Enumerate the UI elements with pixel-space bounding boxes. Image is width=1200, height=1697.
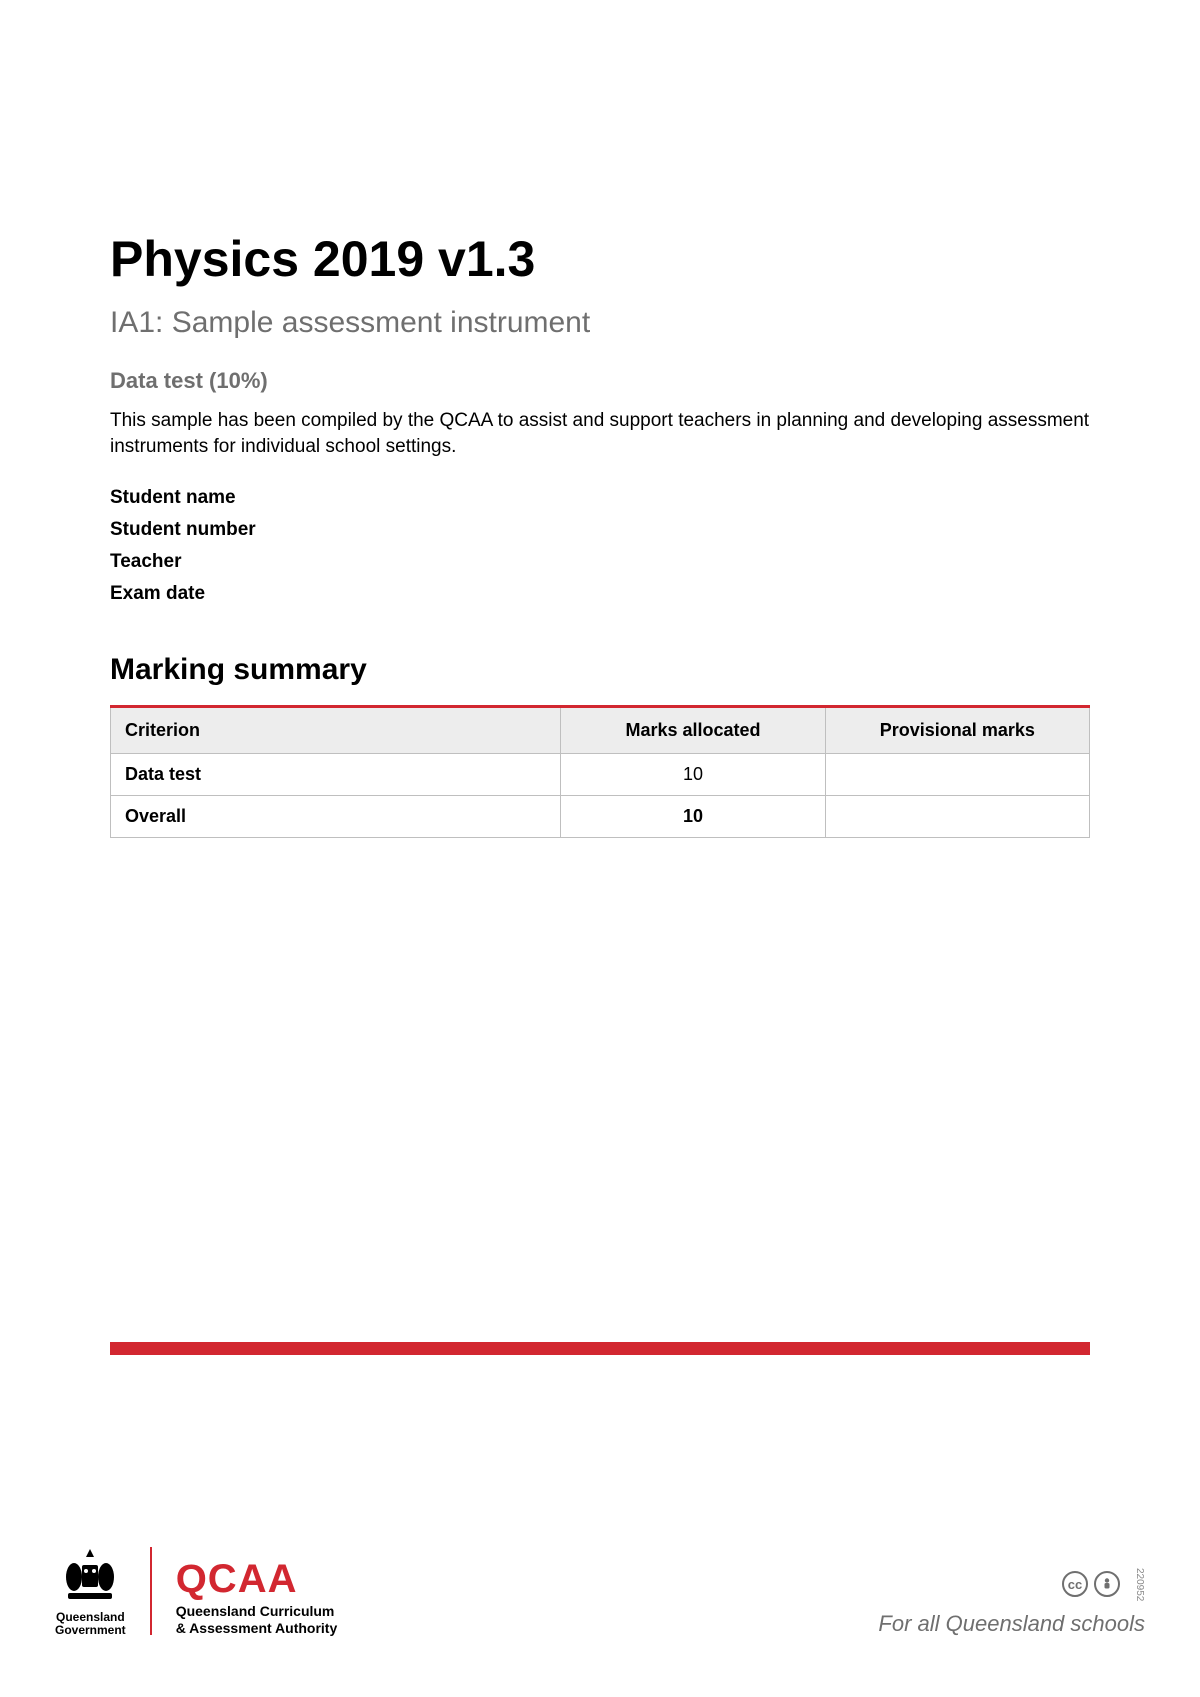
table-row: Overall 10 xyxy=(111,796,1090,838)
by-icon xyxy=(1094,1571,1120,1597)
page-footer: Queensland Government QCAA Queensland Cu… xyxy=(55,1547,1145,1637)
footer-tagline: For all Queensland schools xyxy=(878,1611,1145,1637)
document-number: 220952 xyxy=(1134,1568,1145,1601)
intro-paragraph: This sample has been compiled by the QCA… xyxy=(110,408,1090,459)
field-teacher: Teacher xyxy=(110,551,1090,573)
cc-icon: cc xyxy=(1062,1571,1088,1597)
cell-criterion: Data test xyxy=(111,754,561,796)
cell-provisional xyxy=(825,754,1089,796)
document-page: Physics 2019 v1.3 IA1: Sample assessment… xyxy=(0,0,1200,838)
qcaa-subtitle-1: Queensland Curriculum xyxy=(176,1603,338,1620)
table-header-row: Criterion Marks allocated Provisional ma… xyxy=(111,707,1090,754)
coat-of-arms-icon xyxy=(58,1547,122,1607)
qcaa-subtitle-2: & Assessment Authority xyxy=(176,1620,338,1637)
col-criterion: Criterion xyxy=(111,707,561,754)
qcaa-logo-block: QCAA Queensland Curriculum & Assessment … xyxy=(176,1559,338,1637)
student-fields: Student name Student number Teacher Exam… xyxy=(110,487,1090,605)
person-icon xyxy=(1100,1577,1114,1591)
section-label: Data test (10%) xyxy=(110,368,1090,394)
cell-allocated: 10 xyxy=(561,754,825,796)
footer-divider xyxy=(150,1547,152,1635)
field-student-name: Student name xyxy=(110,487,1090,509)
qld-gov-line2: Government xyxy=(55,1624,126,1637)
cell-allocated: 10 xyxy=(561,796,825,838)
marking-summary-heading: Marking summary xyxy=(110,653,1090,687)
field-student-number: Student number xyxy=(110,519,1090,541)
table-row: Data test 10 xyxy=(111,754,1090,796)
page-subtitle: IA1: Sample assessment instrument xyxy=(110,306,1090,340)
footer-left: Queensland Government QCAA Queensland Cu… xyxy=(55,1547,337,1637)
qcaa-logo-text: QCAA xyxy=(176,1559,338,1599)
field-exam-date: Exam date xyxy=(110,583,1090,605)
cell-criterion: Overall xyxy=(111,796,561,838)
cell-provisional xyxy=(825,796,1089,838)
col-marks-allocated: Marks allocated xyxy=(561,707,825,754)
qld-gov-line1: Queensland xyxy=(56,1611,125,1624)
page-title: Physics 2019 v1.3 xyxy=(110,230,1090,288)
marking-summary-table: Criterion Marks allocated Provisional ma… xyxy=(110,705,1090,838)
col-provisional-marks: Provisional marks xyxy=(825,707,1089,754)
queensland-government-logo: Queensland Government xyxy=(55,1547,126,1637)
footer-right: cc 220952 For all Queensland schools xyxy=(878,1568,1145,1637)
cc-license-row: cc 220952 xyxy=(1062,1568,1145,1601)
footer-red-bar xyxy=(110,1342,1090,1355)
